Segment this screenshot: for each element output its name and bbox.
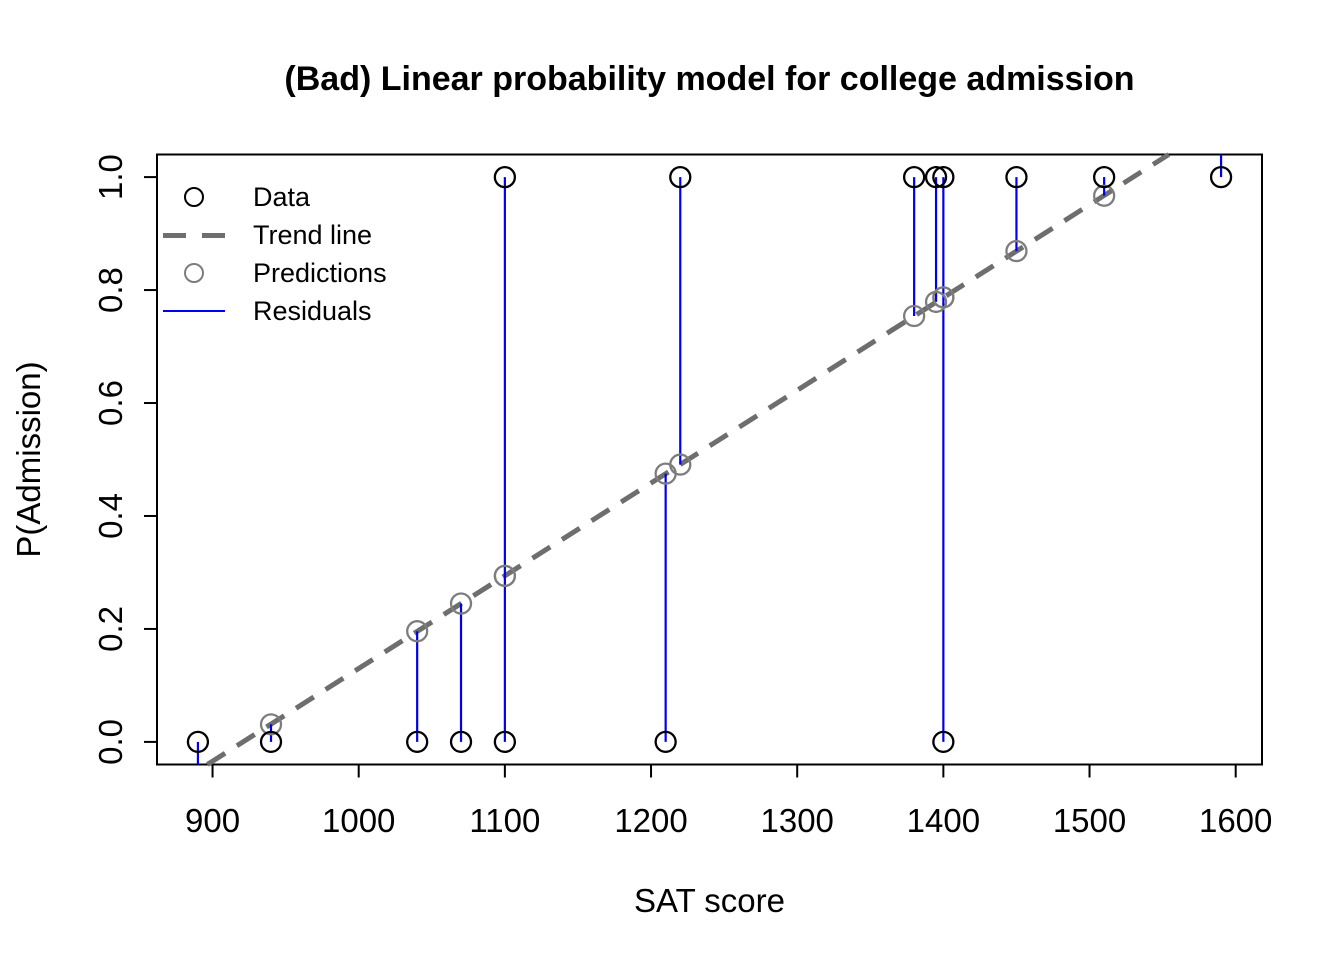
prediction-point: [1005, 239, 1028, 263]
y-axis-label: P(Admission): [10, 361, 47, 557]
prediction-point: [932, 286, 955, 309]
legend-swatch-residuals: [163, 309, 225, 313]
prediction-point: [1092, 184, 1116, 207]
data-point: [902, 165, 926, 189]
legend-label: Predictions: [253, 258, 387, 288]
x-tick-label: 1500: [1053, 802, 1126, 839]
y-tick-label: 0.4: [92, 493, 129, 539]
x-tick-label: 1300: [760, 802, 833, 839]
data-point: [669, 165, 692, 189]
data-point: [1092, 165, 1116, 189]
legend: Data Trend line Predictions Residuals: [163, 178, 387, 330]
x-tick-label: 1200: [614, 802, 687, 839]
data-point: [406, 730, 429, 754]
legend-item-data: Data: [163, 178, 387, 216]
x-tick-label: 1000: [322, 802, 395, 839]
prediction-point: [406, 620, 429, 643]
data-point: [654, 730, 677, 754]
x-tick-label: 1600: [1199, 802, 1272, 839]
legend-swatch-trend-line: [163, 232, 225, 238]
data-point: [493, 165, 517, 189]
plot-box: [156, 153, 1263, 766]
data-point: [924, 165, 948, 189]
x-tick-label: 1100: [469, 802, 540, 839]
chart-title: (Bad) Linear probability model for colle…: [284, 60, 1134, 98]
data-point: [1005, 165, 1028, 189]
residual-line-icon: [163, 309, 225, 313]
data-point: [186, 730, 210, 754]
y-tick-label: 0.6: [92, 380, 129, 426]
data-point: [259, 730, 283, 754]
x-tick-label: 900: [185, 802, 240, 839]
y-tick-label: 0.0: [92, 719, 129, 765]
y-tick-label: 0.2: [92, 606, 129, 652]
legend-label: Residuals: [253, 296, 372, 326]
prediction-point: [902, 304, 926, 328]
data-point: [1209, 165, 1233, 189]
legend-label: Data: [253, 182, 311, 212]
data-point: [449, 730, 473, 754]
prediction-point: [449, 592, 473, 615]
prediction-point: [493, 564, 517, 588]
data-point: [493, 730, 517, 754]
prediction-point: [669, 453, 692, 476]
y-tick-label: 1.0: [92, 154, 129, 200]
x-axis-label: SAT score: [634, 882, 785, 919]
prediction-point: [259, 713, 283, 736]
x-tick-label: 1400: [907, 802, 980, 839]
dashed-line-icon: [163, 232, 225, 238]
data-point: [932, 165, 955, 189]
data-point: [932, 730, 955, 754]
legend-item-predictions: Predictions: [163, 254, 387, 292]
data-point-icon: [184, 187, 204, 207]
legend-item-trend-line: Trend line: [163, 216, 387, 254]
y-tick-label: 0.8: [92, 267, 129, 313]
legend-swatch-data: [163, 187, 225, 207]
legend-label: Trend line: [253, 220, 373, 250]
plot-area: 900 1000 1100 1200 1300 1400 1500 1600 0.0 0.2 0.4…: [92, 152, 1272, 839]
prediction-point-icon: [184, 263, 204, 283]
legend-item-residuals: Residuals: [163, 292, 387, 330]
legend-swatch-predictions: [163, 263, 225, 283]
